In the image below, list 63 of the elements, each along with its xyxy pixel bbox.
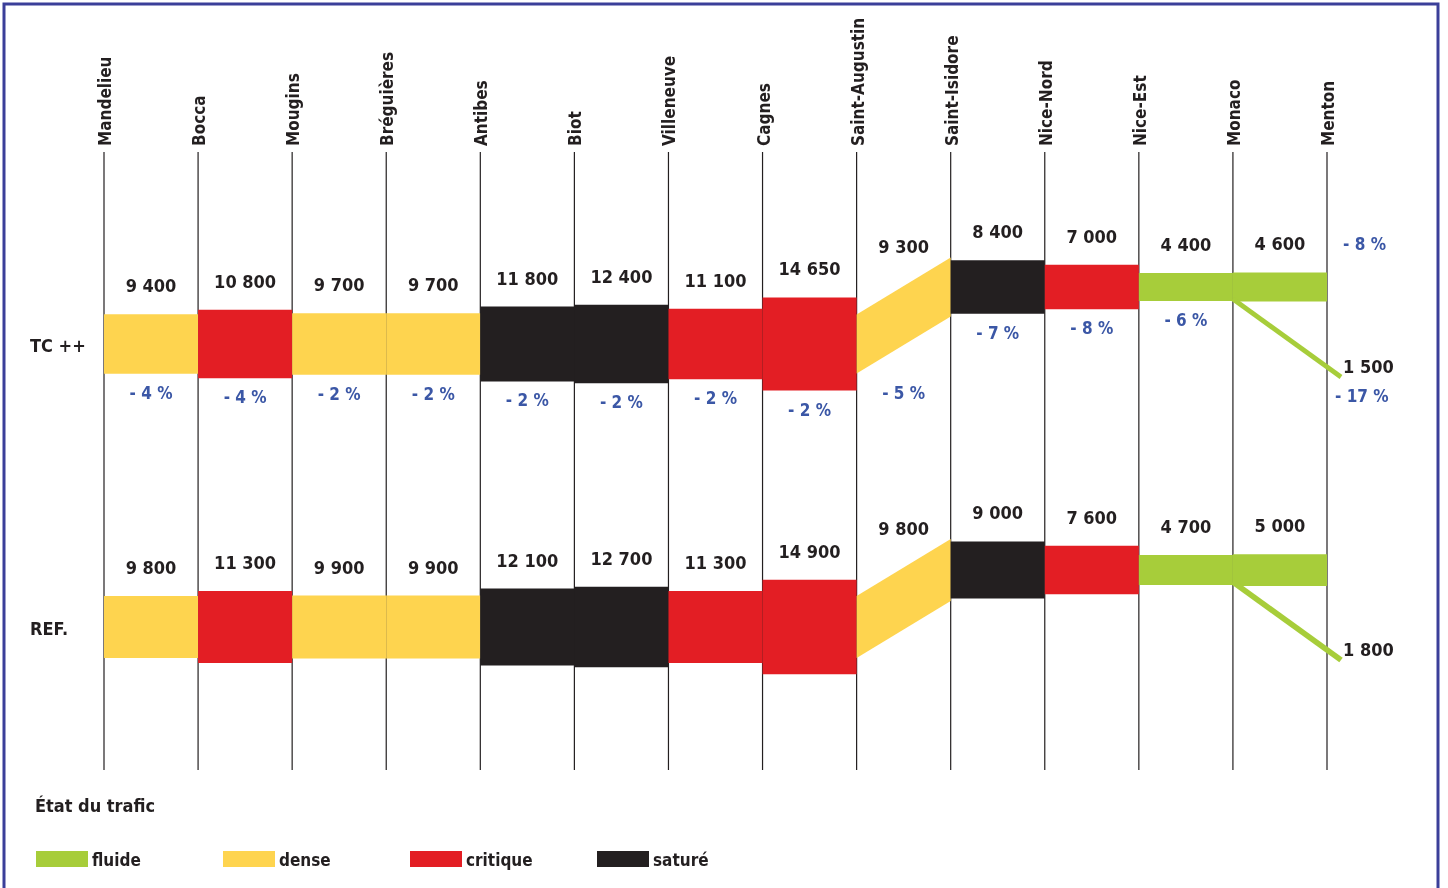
text: - 7 % <box>976 322 1020 343</box>
data-label: 11 300 <box>214 552 277 574</box>
text: - 8 % <box>1343 234 1386 255</box>
legend-label: critique <box>466 850 533 870</box>
category-label: Antibes <box>471 80 492 146</box>
legend-title: État du trafic <box>35 795 156 816</box>
data-label: 11 300 <box>684 552 747 574</box>
text: - 2 % <box>788 399 832 420</box>
category-label: Mougins <box>283 73 304 146</box>
data-label: 11 100 <box>684 269 747 291</box>
legend-label: saturé <box>653 850 709 870</box>
text: - 2 % <box>411 383 455 404</box>
data-label: 1 500 <box>1343 356 1394 377</box>
data-label: 7 600 <box>1066 506 1118 528</box>
data-label: 9 900 <box>407 556 459 578</box>
data-label: 12 400 <box>590 265 653 287</box>
category-label: Bocca <box>189 95 210 146</box>
data-label: 1 800 <box>1343 639 1394 660</box>
category-label: Biot <box>565 111 586 146</box>
text: - 2 % <box>505 390 549 411</box>
text: - 2 % <box>694 388 737 409</box>
data-label: 4 700 <box>1160 516 1212 538</box>
data-label: 12 700 <box>590 547 653 569</box>
category-label: Mandelieu <box>95 56 115 146</box>
text: - 6 % <box>1164 309 1208 330</box>
text: - 4 % <box>129 382 173 403</box>
data-label: 11 800 <box>496 267 559 289</box>
data-label: 9 000 <box>972 502 1024 524</box>
category-label: Saint-Augustin <box>847 17 868 146</box>
category-label: Cagnes <box>753 83 774 146</box>
data-label: 4 600 <box>1254 233 1306 255</box>
data-label: 8 400 <box>972 221 1024 243</box>
text: - 2 % <box>599 392 643 413</box>
category-label: Villeneuve <box>659 55 680 146</box>
data-label: 12 100 <box>496 549 559 571</box>
legend-label: dense <box>279 850 331 870</box>
data-label: 4 400 <box>1160 234 1212 256</box>
data-label: 9 700 <box>313 274 365 296</box>
category-label: Nice-Nord <box>1035 60 1056 146</box>
category-label: Nice-Est <box>1129 75 1150 146</box>
category-label: Monaco <box>1223 79 1244 146</box>
text: - 8 % <box>1070 318 1114 339</box>
text: - 2 % <box>317 383 361 404</box>
legend-label: fluide <box>92 850 141 870</box>
data-label: 9 800 <box>125 556 177 578</box>
data-label: 9 300 <box>878 236 930 258</box>
data-label: 14 650 <box>778 258 841 280</box>
category-label: Menton <box>1318 80 1338 146</box>
data-label: 5 000 <box>1254 515 1306 537</box>
data-label: 7 000 <box>1066 225 1118 247</box>
data-label: 9 700 <box>407 274 459 296</box>
category-label: Saint-Isidore <box>941 35 962 146</box>
text: - 17 % <box>1335 386 1389 406</box>
text: - 5 % <box>882 382 926 403</box>
category-label: Bréguières <box>377 51 398 146</box>
text: - 4 % <box>223 387 267 408</box>
text: REF. <box>30 618 69 639</box>
data-label: 9 400 <box>125 275 177 297</box>
data-label: 10 800 <box>214 270 277 292</box>
data-label: 14 900 <box>778 540 841 562</box>
data-label: 9 800 <box>878 517 930 539</box>
text: TC ++ <box>30 335 86 356</box>
data-label: 9 900 <box>313 556 365 578</box>
